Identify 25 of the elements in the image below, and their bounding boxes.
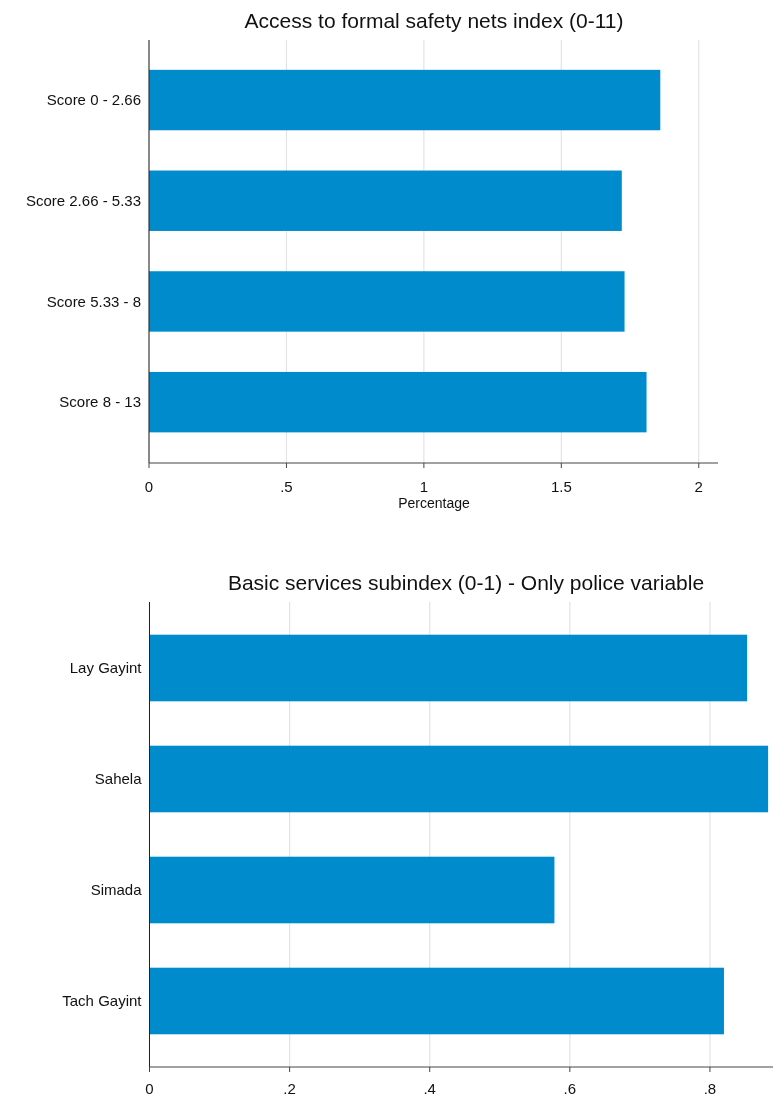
y-tick-label: Score 2.66 - 5.33 — [25, 192, 141, 209]
bar — [149, 634, 748, 702]
x-tick-label: 1 — [419, 478, 429, 495]
y-tick-label: Lay Gayint — [69, 659, 143, 677]
y-tick-label: Score 8 - 13 — [59, 393, 141, 411]
y-tick-label: Score 5.33 - 8 — [46, 292, 141, 310]
y-tick-label: Score 0 - 2.66 — [46, 91, 141, 109]
x-tick-label: .4 — [423, 1080, 436, 1097]
x-tick-label: .5 — [280, 478, 293, 495]
x-tick-label: 2 — [694, 478, 703, 495]
chart-title: Access to formal safety nets index (0-11) — [244, 9, 624, 32]
x-axis-title: Percentage — [398, 495, 471, 511]
bar — [149, 856, 555, 924]
x-tick-label: .2 — [283, 1080, 296, 1097]
x-tick-label: 0 — [144, 478, 154, 495]
bar — [149, 967, 724, 1035]
y-tick-label: Simada — [90, 881, 143, 899]
y-tick-label: Tach Gayint — [62, 992, 143, 1010]
y-tick-label: Sahela — [94, 770, 143, 788]
chart-title: Basic services subindex (0-1) - Only police variable — [227, 571, 705, 594]
x-tick-label: 0 — [145, 1080, 154, 1097]
x-tick-label: 1.5 — [550, 478, 572, 495]
bar — [149, 745, 769, 813]
x-tick-label: .8 — [703, 1080, 717, 1097]
x-tick-label: .6 — [563, 1080, 577, 1097]
